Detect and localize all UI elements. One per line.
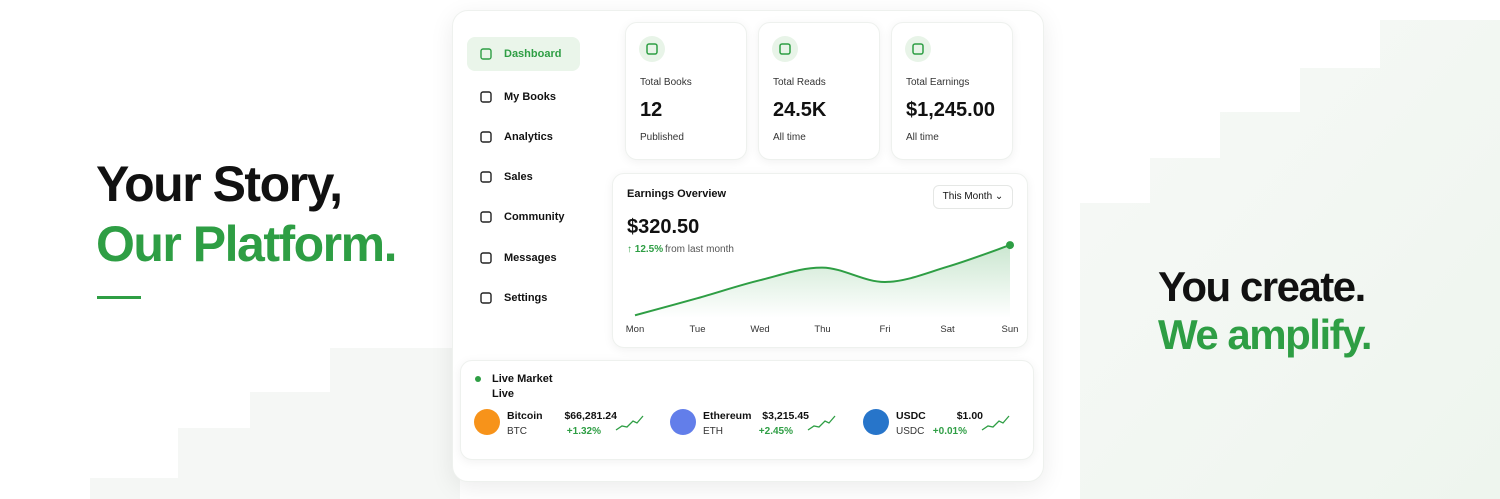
change-text: from last month: [665, 244, 734, 255]
nav-label: Dashboard: [504, 48, 562, 60]
nav-icon: [480, 131, 492, 143]
stat-sub: All time: [906, 132, 939, 143]
coin-icon: [474, 409, 500, 435]
nav-item[interactable]: Analytics: [467, 120, 580, 154]
market-card: [460, 360, 1034, 460]
x-tick-label: Sat: [940, 324, 955, 335]
coin-symbol: USDC: [896, 426, 925, 437]
x-tick-label: Fri: [879, 324, 890, 335]
stat-sub: Published: [640, 132, 684, 143]
stat-sub: All time: [773, 132, 806, 143]
nav-icon: [480, 91, 492, 103]
area: [635, 245, 1010, 318]
coin-change: +2.45%: [758, 426, 793, 437]
amount: $320.50: [627, 216, 700, 238]
stat-icon: [772, 36, 798, 62]
icon: [779, 43, 791, 55]
coin-change: +1.32%: [566, 426, 601, 437]
x-tick-label: Sun: [1002, 324, 1019, 335]
nav-icon: [480, 292, 492, 304]
coin-symbol: BTC: [507, 426, 527, 437]
nav-item[interactable]: Settings: [467, 281, 580, 315]
market-title: Live Market: [492, 373, 553, 385]
dropdown-label: This Month: [942, 191, 993, 202]
line: [634, 244, 1011, 317]
coin-change: +0.01%: [932, 426, 967, 437]
stat-value: $1,245.00: [906, 99, 995, 121]
x-tick-label: Thu: [814, 324, 830, 335]
nav-item[interactable]: Dashboard: [467, 37, 580, 71]
coin-name: Bitcoin: [507, 410, 543, 422]
coin-symbol: ETH: [703, 426, 723, 437]
coin-name: Ethereum: [703, 410, 752, 422]
tagline: We amplify.: [1158, 311, 1373, 358]
tagline: You create.: [1158, 263, 1366, 310]
stat-icon: [905, 36, 931, 62]
nav-icon: [480, 48, 492, 60]
chart-title: Earnings Overview: [627, 188, 727, 200]
stat-label: Total Reads: [773, 77, 826, 88]
stat-value: 12: [640, 99, 663, 121]
coin-price: $66,281.24: [564, 410, 617, 422]
nav-label: Settings: [504, 292, 548, 304]
sparkline-icon: [807, 415, 836, 431]
end-dot: [1006, 241, 1014, 250]
dropdown[interactable]: This Month ⌄: [933, 185, 1013, 209]
icon: [912, 43, 924, 55]
stat-icon: [639, 36, 665, 62]
sparkline-icon: [615, 415, 644, 431]
change: ↑ 12.5%: [627, 244, 664, 255]
stat-label: Total Earnings: [906, 77, 970, 88]
earnings-chart: Mon Tue Wed Thu Fri Sat Sun: [626, 241, 1019, 335]
coin-icon: [863, 409, 889, 435]
coin-price: $3,215.45: [762, 410, 809, 422]
icon: [646, 43, 658, 55]
nav-item[interactable]: Sales: [467, 160, 580, 194]
nav-icon: [480, 171, 492, 183]
coin-price: $1.00: [956, 410, 983, 422]
sparkline: [615, 412, 645, 437]
x-tick-label: Wed: [750, 324, 769, 335]
nav-label: Sales: [504, 171, 533, 183]
nav-icon: [480, 211, 492, 223]
nav-icon: [480, 252, 492, 264]
sparkline: [807, 412, 837, 437]
hero-line: Your Story,: [96, 156, 343, 212]
nav-item[interactable]: Community: [467, 200, 580, 234]
sparkline-icon: [981, 415, 1010, 431]
nav-item[interactable]: My Books: [467, 80, 580, 114]
nav-label: Messages: [504, 252, 557, 264]
coin-name: USDC: [896, 410, 926, 422]
market-subtitle: Live: [492, 388, 515, 400]
nav-label: Community: [504, 211, 565, 223]
stat-label: Total Books: [640, 77, 692, 88]
nav-label: My Books: [504, 91, 556, 103]
live-dot: [475, 376, 481, 382]
stat-value: 24.5K: [773, 99, 827, 121]
earnings-card: [612, 173, 1028, 348]
nav-item[interactable]: Messages: [467, 241, 580, 275]
sparkline: [981, 412, 1011, 437]
x-tick-label: Mon: [626, 324, 644, 335]
nav-label: Analytics: [504, 131, 553, 143]
coin-icon: [670, 409, 696, 435]
hero-line: Our Platform.: [96, 216, 397, 272]
x-tick-label: Tue: [689, 324, 705, 335]
